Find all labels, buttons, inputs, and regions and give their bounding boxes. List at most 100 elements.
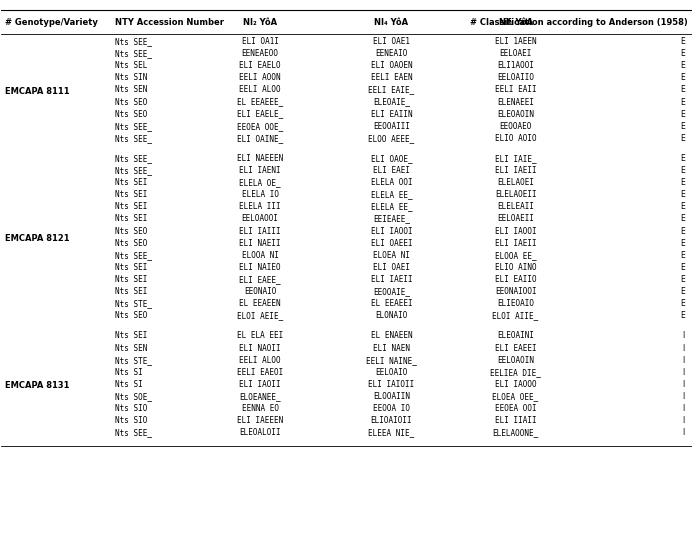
Text: E: E (680, 154, 685, 163)
Text: ELELEAII: ELELEAII (497, 203, 534, 211)
Text: Nts SEE_: Nts SEE_ (115, 251, 152, 260)
Text: EELIEA DIE_: EELIEA DIE_ (490, 368, 541, 376)
Text: EEOOAIE_: EEOOAIE_ (373, 287, 410, 296)
Text: ELELA OE_: ELELA OE_ (239, 178, 281, 187)
Text: EENEAIO: EENEAIO (375, 49, 407, 58)
Text: # Genotype/Variety: # Genotype/Variety (5, 18, 98, 27)
Text: ELI IAIOII: ELI IAIOII (368, 380, 414, 389)
Text: EMCAPA 8131: EMCAPA 8131 (5, 381, 69, 390)
Text: E: E (680, 190, 685, 199)
Text: E: E (680, 98, 685, 107)
Text: E: E (680, 49, 685, 58)
Text: ELI EAIIO: ELI EAIIO (495, 275, 536, 284)
Text: Nts SIO: Nts SIO (115, 404, 148, 413)
Text: EELOAOOI: EELOAOOI (242, 215, 279, 224)
Text: Nts SEI: Nts SEI (115, 203, 148, 211)
Text: ELELAOONE_: ELELAOONE_ (493, 428, 538, 437)
Text: EEOEA OOE_: EEOEA OOE_ (237, 121, 283, 131)
Text: ELONAIO: ELONAIO (375, 311, 407, 320)
Text: E: E (680, 251, 685, 260)
Text: E: E (680, 299, 685, 308)
Text: ELOI AIIE_: ELOI AIIE_ (493, 311, 538, 320)
Text: Nts SEI: Nts SEI (115, 263, 148, 272)
Text: Nts SEO: Nts SEO (115, 311, 148, 320)
Text: EL EEAEEI: EL EEAEEI (371, 299, 412, 308)
Text: I: I (683, 355, 685, 365)
Text: I: I (683, 404, 685, 413)
Text: ELI OAEEI: ELI OAEEI (371, 238, 412, 248)
Text: ELI 1AEEN: ELI 1AEEN (495, 37, 536, 46)
Text: Nts SEO: Nts SEO (115, 98, 148, 107)
Text: ELELAOEII: ELELAOEII (495, 190, 536, 199)
Text: ELI IAEII: ELI IAEII (371, 275, 412, 284)
Text: Nts SI: Nts SI (115, 368, 143, 376)
Text: Nts SEI: Nts SEI (115, 178, 148, 187)
Text: Nts SEE_: Nts SEE_ (115, 121, 152, 131)
Text: Nts SOE_: Nts SOE_ (115, 392, 152, 401)
Text: ELI EAEE_: ELI EAEE_ (239, 275, 281, 284)
Text: ELOEA NI: ELOEA NI (373, 251, 410, 260)
Text: I: I (683, 331, 685, 341)
Text: E: E (680, 287, 685, 296)
Text: Nts SEN: Nts SEN (115, 343, 148, 353)
Text: ELOOAIIN: ELOOAIIN (373, 392, 410, 401)
Text: E: E (680, 86, 685, 94)
Text: ELI OA1I: ELI OA1I (242, 37, 279, 46)
Text: ELI OAE1: ELI OAE1 (373, 37, 410, 46)
Text: Nts SEE_: Nts SEE_ (115, 37, 152, 46)
Text: Nts SEE_: Nts SEE_ (115, 49, 152, 58)
Text: ELELA EE_: ELELA EE_ (371, 203, 412, 211)
Text: EL EEAEEE_: EL EEAEEE_ (237, 98, 283, 107)
Text: E: E (680, 311, 685, 320)
Text: ELI IAOOO: ELI IAOOO (495, 380, 536, 389)
Text: ELELA III: ELELA III (239, 203, 281, 211)
Text: Nts SIO: Nts SIO (115, 416, 148, 425)
Text: ELEEA NIE_: ELEEA NIE_ (368, 428, 414, 437)
Text: ELIEOAIO: ELIEOAIO (497, 299, 534, 308)
Text: Nts STE_: Nts STE_ (115, 355, 152, 365)
Text: EMCAPA 8121: EMCAPA 8121 (5, 234, 69, 243)
Text: EEIEAEE_: EEIEAEE_ (373, 215, 410, 224)
Text: Nts SI: Nts SI (115, 380, 143, 389)
Text: E: E (680, 134, 685, 143)
Text: E: E (680, 110, 685, 119)
Text: NI₄ YôA: NI₄ YôA (374, 18, 408, 27)
Text: ELI IAEEEN: ELI IAEEEN (237, 416, 283, 425)
Text: ELI IAIE_: ELI IAIE_ (495, 154, 536, 163)
Text: EELOAOIN: EELOAOIN (497, 355, 534, 365)
Text: ELI EAELO: ELI EAELO (239, 61, 281, 70)
Text: ELI EAELE_: ELI EAELE_ (237, 110, 283, 119)
Text: ELI OAINE_: ELI OAINE_ (237, 134, 283, 143)
Text: EELI ALOO: EELI ALOO (239, 355, 281, 365)
Text: Nts SIN: Nts SIN (115, 73, 148, 82)
Text: ELELAOEI: ELELAOEI (497, 178, 534, 187)
Text: ELI OAEI: ELI OAEI (373, 263, 410, 272)
Text: ELI IAIII: ELI IAIII (239, 226, 281, 236)
Text: I: I (683, 392, 685, 401)
Text: Nts STE_: Nts STE_ (115, 299, 152, 308)
Text: ELI EAIIN: ELI EAIIN (371, 110, 412, 119)
Text: ELOEANEE_: ELOEANEE_ (239, 392, 281, 401)
Text: ELI IAENI: ELI IAENI (239, 166, 281, 175)
Text: Nts SEI: Nts SEI (115, 275, 148, 284)
Text: ELI EAEEI: ELI EAEEI (495, 343, 536, 353)
Text: ELI OAOEN: ELI OAOEN (371, 61, 412, 70)
Text: ELI IAOII: ELI IAOII (239, 380, 281, 389)
Text: ELIO AOIO: ELIO AOIO (495, 134, 536, 143)
Text: ELI NAEN: ELI NAEN (373, 343, 410, 353)
Text: EENEAEOO: EENEAEOO (242, 49, 279, 58)
Text: EELI EAIE_: EELI EAIE_ (368, 86, 414, 94)
Text: ELI NAEII: ELI NAEII (239, 238, 281, 248)
Text: E: E (680, 226, 685, 236)
Text: EL EEAEEN: EL EEAEEN (239, 299, 281, 308)
Text: ELEOAIE_: ELEOAIE_ (373, 98, 410, 107)
Text: E: E (680, 263, 685, 272)
Text: ELOOA NI: ELOOA NI (242, 251, 279, 260)
Text: Nts SEI: Nts SEI (115, 190, 148, 199)
Text: I: I (683, 380, 685, 389)
Text: Nts SEE_: Nts SEE_ (115, 166, 152, 175)
Text: ELIO AINO: ELIO AINO (495, 263, 536, 272)
Text: EEOOA IO: EEOOA IO (373, 404, 410, 413)
Text: ELIOAIOII: ELIOAIOII (371, 416, 412, 425)
Text: E: E (680, 238, 685, 248)
